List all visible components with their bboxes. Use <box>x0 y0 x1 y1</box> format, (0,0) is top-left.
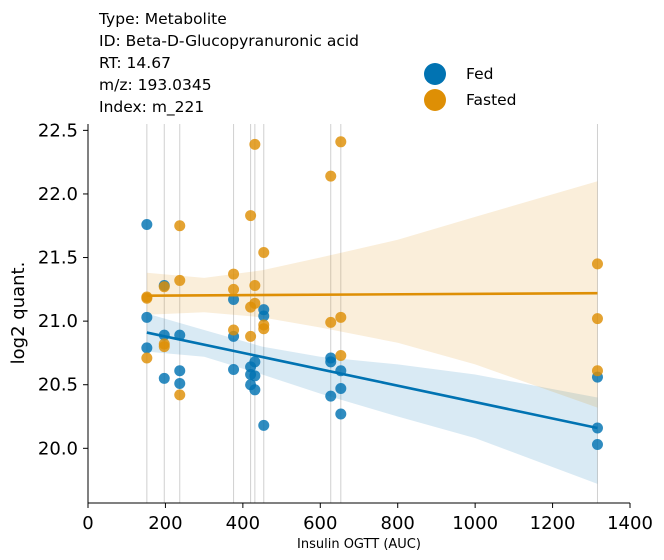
fit-line-fasted <box>146 291 598 297</box>
point-fed-29 <box>591 438 603 450</box>
point-fasted-24 <box>335 311 347 323</box>
info-rt: RT: 14.67 <box>99 54 171 72</box>
point-fed-11 <box>228 363 240 375</box>
fit-line-fed <box>146 331 598 430</box>
point-fasted-9 <box>228 268 240 280</box>
point-fasted-18 <box>258 246 270 258</box>
legend-label-fasted: Fasted <box>466 91 517 109</box>
x-axis-label: Insulin OGTT (AUC) <box>297 537 421 552</box>
x-tick-label-6: 1200 <box>530 513 576 534</box>
point-fasted-14 <box>245 330 257 342</box>
point-fed-20 <box>258 419 270 431</box>
x-tick-label-3: 600 <box>303 513 337 534</box>
y-tick-label-0: 20.0 <box>38 438 78 459</box>
point-fasted-25 <box>335 349 347 361</box>
point-fed-25 <box>335 383 347 395</box>
point-fed-1 <box>141 311 153 323</box>
point-fasted-3 <box>158 281 170 293</box>
info-id: ID: Beta-D-Glucopyranuronic acid <box>99 32 360 50</box>
point-fasted-10 <box>228 283 240 295</box>
point-fed-19 <box>258 310 270 322</box>
point-fed-16 <box>249 370 261 382</box>
point-fasted-8 <box>174 389 186 401</box>
point-fasted-17 <box>249 297 261 309</box>
point-fasted-16 <box>249 280 261 292</box>
legend-item-fasted: Fasted <box>424 87 517 113</box>
point-fasted-27 <box>591 313 603 325</box>
y-axis-label: log2 quant. <box>8 262 29 365</box>
legend-label-fed: Fed <box>466 65 494 83</box>
point-fed-9 <box>228 294 240 306</box>
point-fasted-21 <box>325 170 337 182</box>
point-fasted-15 <box>249 138 261 150</box>
axes <box>87 124 630 504</box>
x-axis-ticks: 0 200 400 600 800 1000 1200 1400 <box>82 503 653 534</box>
point-fasted-5 <box>158 341 170 353</box>
point-fed-26 <box>335 408 347 420</box>
point-fasted-28 <box>591 365 603 377</box>
x-tick-label-5: 1000 <box>452 513 498 534</box>
x-tick-label-2: 400 <box>226 513 260 534</box>
legend-marker-fasted <box>424 89 446 111</box>
chart-legend: Fed Fasted <box>424 61 517 113</box>
y-tick-label-5: 22.5 <box>38 120 78 141</box>
point-fed-15 <box>249 356 261 368</box>
point-fasted-22 <box>325 316 337 328</box>
regression-lines <box>146 291 598 430</box>
x-tick-label-7: 1400 <box>607 513 653 534</box>
y-tick-label-1: 20.5 <box>38 375 78 396</box>
point-fasted-7 <box>174 274 186 286</box>
y-axis-ticks: 20.0 20.5 21.0 21.5 22.0 22.5 <box>38 120 88 459</box>
y-tick-label-4: 22.0 <box>38 184 78 205</box>
point-fasted-6 <box>174 220 186 232</box>
legend-item-fed: Fed <box>424 61 517 87</box>
y-tick-label-2: 21.0 <box>38 311 78 332</box>
point-fed-2 <box>141 342 153 354</box>
info-index: Index: m_221 <box>99 98 205 116</box>
point-fed-7 <box>174 365 186 377</box>
point-fed-22 <box>325 356 337 368</box>
point-fed-0 <box>141 218 153 230</box>
x-tick-label-4: 800 <box>381 513 415 534</box>
info-type: Type: Metabolite <box>99 10 227 28</box>
point-fasted-23 <box>335 136 347 148</box>
point-fasted-11 <box>228 324 240 336</box>
y-tick-label-3: 21.5 <box>38 248 78 269</box>
point-fed-17 <box>249 384 261 396</box>
x-tick-label-0: 0 <box>82 513 93 534</box>
confidence-bands <box>146 181 598 484</box>
point-fasted-26 <box>591 258 603 270</box>
point-fasted-2 <box>141 352 153 364</box>
point-fed-5 <box>158 372 170 384</box>
legend-marker-fed <box>424 63 446 85</box>
point-fed-23 <box>325 390 337 402</box>
x-tick-label-1: 200 <box>148 513 182 534</box>
metabolite-info: Type: Metabolite ID: Beta-D-Glucopyranur… <box>99 8 359 118</box>
point-fasted-20 <box>258 323 270 335</box>
data-points <box>141 136 603 450</box>
point-fasted-12 <box>245 210 257 222</box>
point-fed-8 <box>174 377 186 389</box>
info-mz: m/z: 193.0345 <box>99 76 212 94</box>
